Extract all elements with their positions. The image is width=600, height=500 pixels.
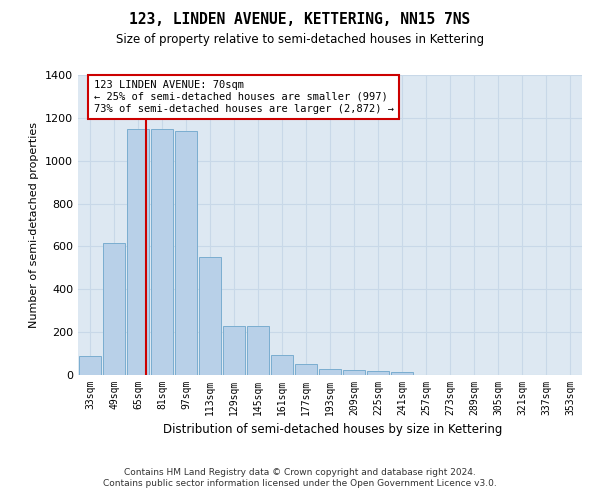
Bar xyxy=(367,370,389,375)
Bar xyxy=(151,128,173,375)
Bar xyxy=(247,326,269,375)
Bar xyxy=(175,130,197,375)
Bar xyxy=(223,326,245,375)
Bar xyxy=(319,368,341,375)
Text: Contains HM Land Registry data © Crown copyright and database right 2024.
Contai: Contains HM Land Registry data © Crown c… xyxy=(103,468,497,487)
Text: 123, LINDEN AVENUE, KETTERING, NN15 7NS: 123, LINDEN AVENUE, KETTERING, NN15 7NS xyxy=(130,12,470,28)
Bar xyxy=(271,354,293,375)
Bar xyxy=(79,356,101,375)
Bar xyxy=(343,370,365,375)
Bar xyxy=(127,128,149,375)
Y-axis label: Number of semi-detached properties: Number of semi-detached properties xyxy=(29,122,40,328)
Bar xyxy=(103,243,125,375)
Bar xyxy=(391,372,413,375)
Bar xyxy=(295,364,317,375)
Text: Distribution of semi-detached houses by size in Kettering: Distribution of semi-detached houses by … xyxy=(163,422,503,436)
Text: Size of property relative to semi-detached houses in Kettering: Size of property relative to semi-detach… xyxy=(116,32,484,46)
Bar xyxy=(199,257,221,375)
Text: 123 LINDEN AVENUE: 70sqm
← 25% of semi-detached houses are smaller (997)
73% of : 123 LINDEN AVENUE: 70sqm ← 25% of semi-d… xyxy=(94,80,394,114)
